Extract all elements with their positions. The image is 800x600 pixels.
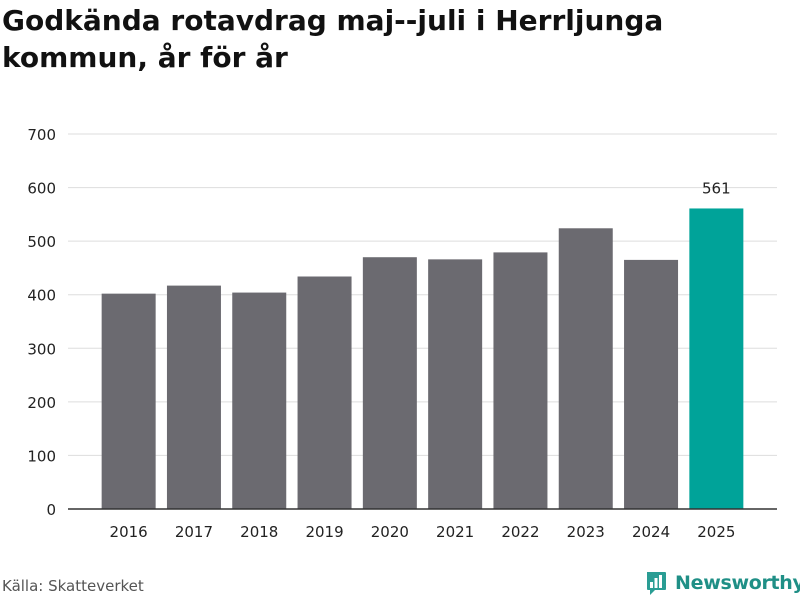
bar-2024 <box>624 259 679 509</box>
bar-2023 <box>558 228 613 510</box>
x-tick-label: 2025 <box>697 523 735 541</box>
data-label: 561 <box>702 179 731 197</box>
y-tick-label: 400 <box>27 287 56 305</box>
source-note: Källa: Skatteverket <box>2 577 144 595</box>
y-tick-label: 0 <box>46 501 56 519</box>
y-tick-label: 700 <box>27 126 56 144</box>
y-tick-label: 500 <box>27 233 56 251</box>
y-tick-label: 200 <box>27 394 56 412</box>
x-tick-label: 2017 <box>175 523 213 541</box>
x-tick-label: 2022 <box>501 523 539 541</box>
bar-2025 <box>689 208 744 509</box>
x-tick-label: 2021 <box>436 523 474 541</box>
bar-2020 <box>362 257 417 509</box>
bar-2017 <box>166 285 221 509</box>
data-labels: 561 <box>702 179 731 197</box>
chart-title: Godkända rotavdrag maj--juli i Herrljung… <box>2 4 664 74</box>
x-tick-label: 2019 <box>305 523 343 541</box>
bar-2021 <box>428 259 483 509</box>
x-tick-label: 2016 <box>110 523 148 541</box>
x-tick-label: 2024 <box>632 523 670 541</box>
bar-2016 <box>101 293 156 509</box>
x-tick-label: 2020 <box>371 523 409 541</box>
y-axis-tick-labels: 0 100 200 300 400 500 600 700 <box>27 126 56 519</box>
bar-2022 <box>493 252 548 509</box>
brand[interactable]: Newsworthy <box>645 570 800 596</box>
newsworthy-logo-icon <box>647 572 666 595</box>
x-axis-tick-labels: 2016 2017 2018 2019 2020 2021 2022 2023 2024 2025 <box>110 523 736 541</box>
x-tick-label: 2018 <box>240 523 278 541</box>
x-tick-label: 2023 <box>567 523 605 541</box>
y-tick-label: 600 <box>27 180 56 198</box>
bar-2018 <box>232 292 287 509</box>
bars <box>101 208 744 510</box>
brand-name: Newsworthy <box>675 572 800 594</box>
bar-2019 <box>297 276 352 509</box>
y-tick-label: 100 <box>27 447 56 465</box>
y-tick-label: 300 <box>27 340 56 358</box>
